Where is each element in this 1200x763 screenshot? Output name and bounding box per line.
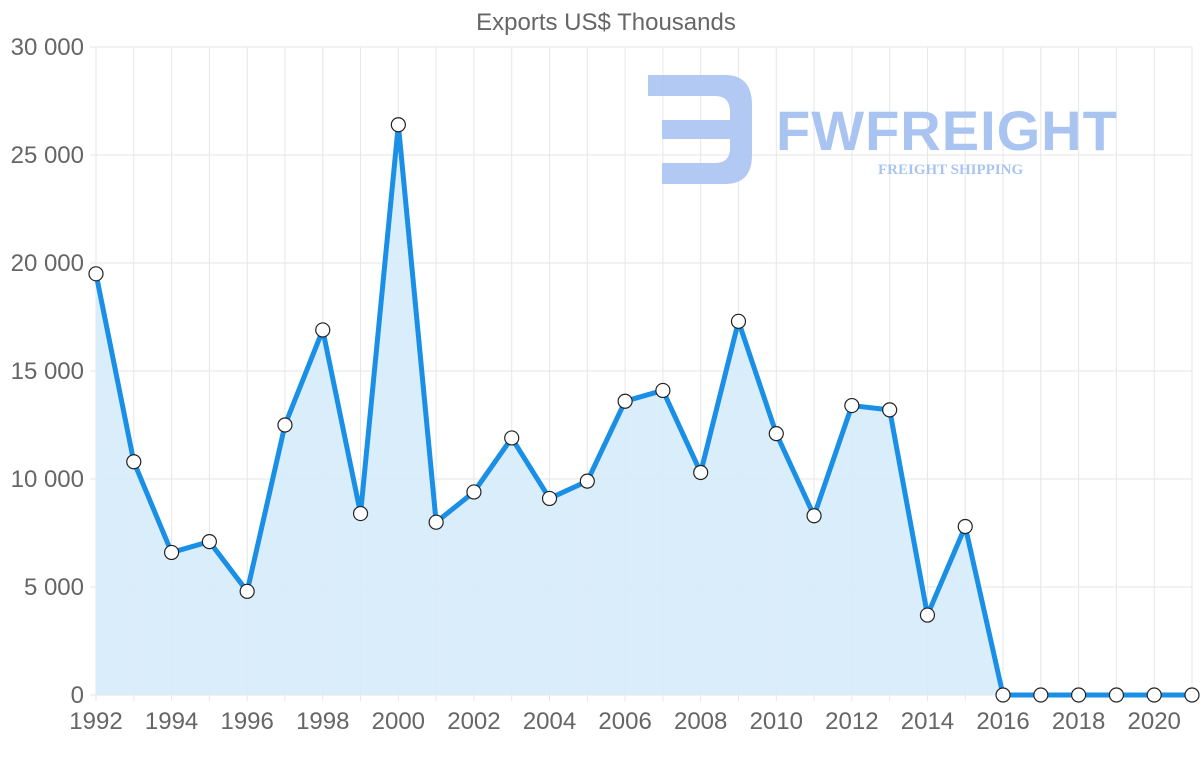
data-point[interactable]: [1146, 687, 1162, 703]
data-point[interactable]: [504, 430, 520, 446]
data-point[interactable]: [315, 322, 331, 338]
data-point[interactable]: [163, 544, 180, 561]
data-point[interactable]: [995, 687, 1011, 703]
data-point[interactable]: [239, 583, 255, 599]
fwfreight-logo-mark-icon: [648, 75, 752, 184]
x-tick-label: 2004: [523, 708, 576, 735]
data-point[interactable]: [428, 514, 444, 530]
data-point[interactable]: [882, 402, 898, 418]
y-tick-label: 15 000: [11, 358, 84, 385]
series-area-fill: [96, 124, 1192, 695]
x-tick-label: 2002: [447, 708, 500, 735]
data-point[interactable]: [617, 393, 633, 409]
x-tick-label: 2000: [372, 708, 425, 735]
x-axis-ticks: 1992 1994 1996 1998 2000 2002 2004 2006 2008 2010…: [69, 708, 1181, 735]
watermark-tagline-text: FREIGHT SHIPPING: [878, 162, 1023, 178]
data-point[interactable]: [201, 534, 217, 550]
x-tick-label: 2008: [674, 708, 727, 735]
data-point[interactable]: [1033, 687, 1049, 703]
data-point[interactable]: [768, 426, 784, 442]
x-tick-label: 2010: [750, 708, 803, 735]
data-point[interactable]: [352, 505, 369, 522]
data-point[interactable]: [466, 484, 482, 500]
data-point[interactable]: [277, 417, 293, 433]
y-tick-label: 30 000: [11, 34, 84, 61]
x-tick-label: 1992: [69, 708, 122, 735]
data-point[interactable]: [88, 266, 104, 282]
y-tick-label: 25 000: [11, 142, 84, 169]
data-point[interactable]: [579, 473, 595, 489]
data-point[interactable]: [1071, 687, 1087, 703]
y-axis-ticks: 0 5 000 10 000 15 000 20 000 25 000 30 000: [11, 34, 84, 709]
x-tick-label: 1998: [296, 708, 349, 735]
data-point[interactable]: [957, 518, 973, 535]
y-tick-label: 10 000: [11, 466, 84, 493]
x-tick-label: 2018: [1052, 708, 1105, 735]
watermark-brand-text: FWFREIGHT: [776, 99, 1118, 162]
data-point[interactable]: [730, 313, 747, 329]
chart-title: Exports US$ Thousands: [476, 9, 736, 36]
x-tick-label: 2020: [1128, 708, 1181, 735]
x-tick-label: 2012: [825, 708, 878, 735]
data-point[interactable]: [844, 397, 860, 414]
data-point[interactable]: [693, 464, 709, 481]
data-point[interactable]: [1184, 687, 1200, 703]
x-tick-label: 1996: [220, 708, 273, 735]
x-tick-label: 1994: [145, 708, 198, 735]
x-tick-label: 2014: [901, 708, 954, 735]
x-tick-label: 2016: [976, 708, 1029, 735]
y-tick-label: 20 000: [11, 250, 84, 277]
data-point[interactable]: [655, 382, 671, 399]
data-point[interactable]: [126, 454, 142, 470]
watermark-logo: FWFREIGHT FREIGHT SHIPPING: [648, 75, 1118, 184]
y-tick-label: 0: [71, 682, 84, 709]
data-point[interactable]: [806, 508, 822, 524]
data-point[interactable]: [1108, 687, 1125, 703]
data-point[interactable]: [541, 490, 558, 507]
x-tick-label: 2006: [598, 708, 651, 735]
point-layer: [88, 117, 1200, 703]
data-point[interactable]: [919, 607, 936, 623]
area-layer: [96, 124, 1192, 695]
data-point[interactable]: [390, 117, 406, 133]
y-tick-label: 5 000: [24, 574, 84, 601]
